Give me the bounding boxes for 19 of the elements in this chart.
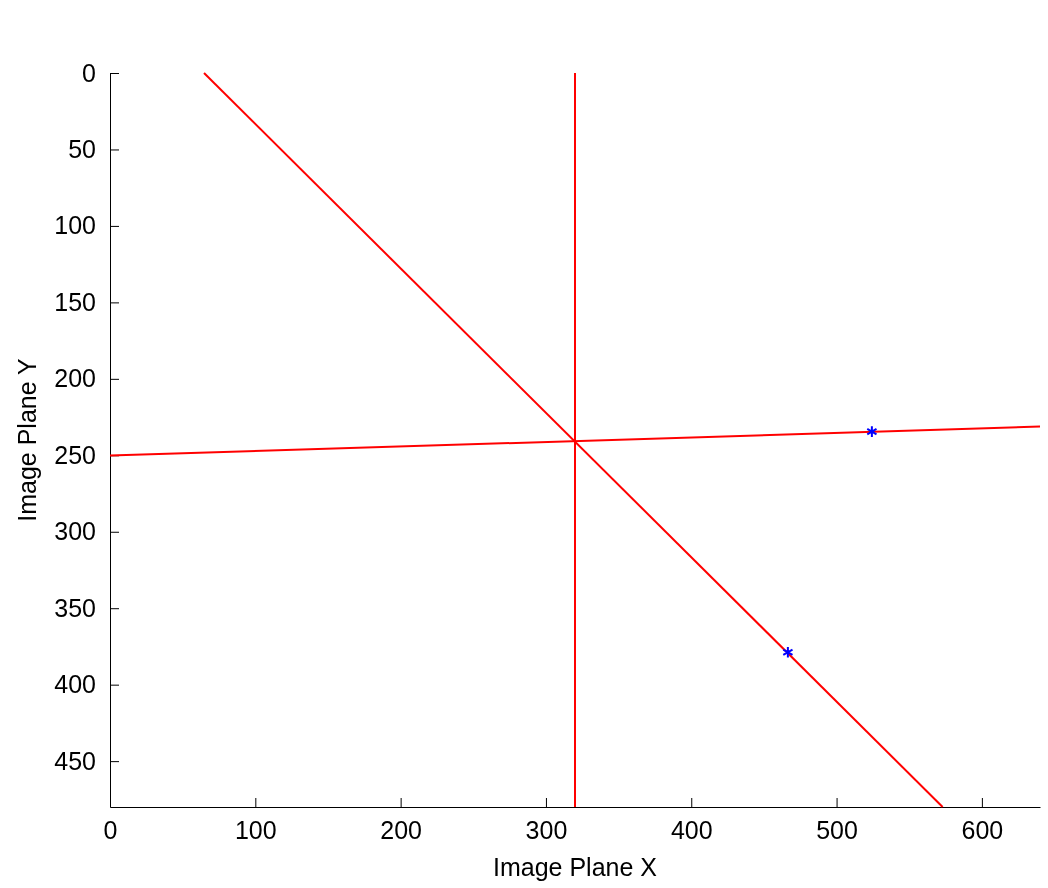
- x-tick-label: 0: [103, 815, 118, 844]
- y-tick-label: 350: [54, 593, 96, 622]
- x-tick-label: 500: [816, 815, 858, 844]
- y-tick-label: 100: [54, 211, 96, 240]
- y-tick-label: 400: [54, 670, 96, 699]
- x-tick-label: 600: [961, 815, 1004, 844]
- y-tick-label: 250: [54, 440, 96, 469]
- y-tick-label: 0: [82, 58, 96, 87]
- y-tick-label: 450: [54, 746, 96, 775]
- x-tick-label: 100: [234, 815, 277, 844]
- y-axis-title: Image Plane Y: [13, 357, 41, 522]
- y-tick-label: 200: [54, 364, 96, 393]
- x-tick-label: 200: [380, 815, 422, 844]
- x-tick-label: 400: [670, 815, 713, 844]
- x-axis-title: Image Plane X: [493, 853, 658, 881]
- y-tick-label: 300: [54, 517, 96, 546]
- x-tick-label: 300: [525, 815, 568, 844]
- y-tick-label: 150: [54, 287, 96, 316]
- y-tick-label: 50: [68, 134, 96, 163]
